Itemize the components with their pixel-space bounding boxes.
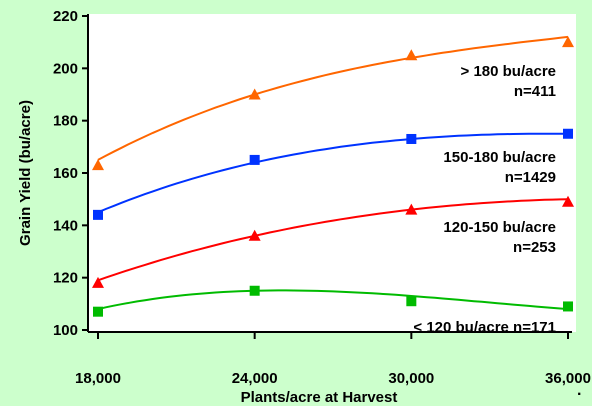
data-point-square (406, 133, 417, 144)
data-point-square (563, 128, 573, 139)
x-tick-label: 24,000 (232, 370, 278, 387)
x-tick-label: 18,000 (75, 370, 121, 387)
plot-background (88, 14, 576, 332)
trend-curve (97, 198, 569, 282)
data-point-triangle (248, 229, 261, 241)
data-point-triangle (405, 49, 418, 61)
data-markers (92, 36, 574, 317)
data-point-square (93, 209, 103, 220)
series-labels: > 180 bu/acre n=411 150-180 bu/acre n=1429 1… (413, 63, 556, 336)
data-point-square (563, 301, 573, 312)
x-tick-label: 36,000 (545, 370, 591, 387)
series-label: 150-180 bu/acre (443, 149, 556, 166)
data-point-triangle (562, 36, 574, 48)
series-label: < 120 bu/acre n=171 (413, 319, 556, 336)
tick-labels: 100 120 140 160 180 200 220 18,000 24,000 30,000 3… (53, 8, 591, 387)
data-point-triangle (405, 203, 418, 215)
y-tick-label: 220 (53, 8, 78, 25)
y-tick-label: 120 (53, 270, 78, 287)
data-point-triangle (92, 159, 104, 171)
data-point-square (93, 306, 103, 317)
y-tick-label: 200 (53, 60, 78, 77)
trend-curves (97, 35, 569, 311)
y-tick-label: 140 (53, 217, 78, 234)
series-label: > 180 bu/acre (461, 63, 556, 80)
trend-curve (97, 35, 569, 161)
axes (82, 14, 572, 339)
x-tick-label: 30,000 (388, 370, 434, 387)
data-point-square (249, 285, 260, 296)
data-point-square (249, 154, 260, 165)
data-point-triangle (92, 276, 104, 288)
data-point-triangle (248, 88, 261, 100)
series-count-label: n=411 (514, 83, 556, 100)
series-count-label: n=253 (513, 239, 556, 256)
data-point-triangle (562, 195, 574, 207)
y-tick-label: 180 (53, 113, 78, 130)
data-point-square (406, 296, 417, 307)
trend-curve (97, 132, 569, 214)
trailing-period: . (577, 382, 582, 399)
y-axis-title: Grain Yield (bu/acre) (17, 100, 34, 246)
y-tick-label: 160 (53, 165, 78, 182)
trend-curve (97, 289, 569, 311)
x-axis-title: Plants/acre at Harvest (241, 389, 398, 406)
series-count-label: n=1429 (505, 169, 556, 186)
y-tick-label: 100 (53, 322, 78, 339)
series-label: 120-150 bu/acre (443, 219, 556, 236)
